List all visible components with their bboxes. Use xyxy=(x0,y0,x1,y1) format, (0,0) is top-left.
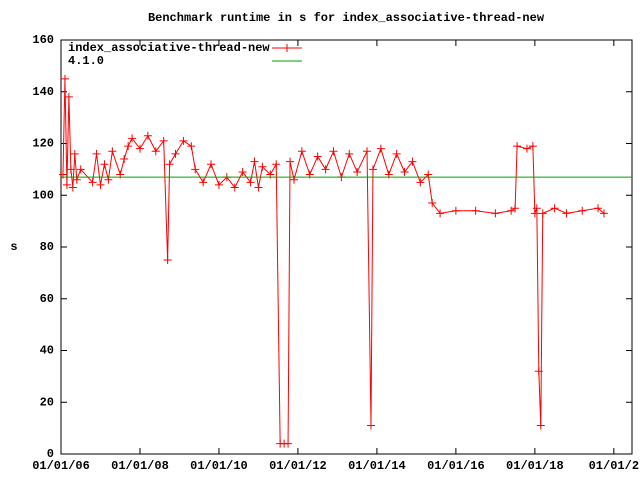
point-marker xyxy=(191,165,200,174)
point-marker xyxy=(76,165,85,174)
point-marker xyxy=(594,204,603,213)
point-marker xyxy=(562,209,571,218)
x-tick-label: 01/01/06 xyxy=(32,459,90,473)
point-marker xyxy=(64,92,73,101)
y-tick-label: 20 xyxy=(40,395,54,409)
x-tick-label: 01/01/08 xyxy=(111,459,169,473)
x-tick-label: 01/01/16 xyxy=(427,459,485,473)
point-marker xyxy=(436,209,445,218)
point-marker xyxy=(578,206,587,215)
point-marker xyxy=(522,144,531,153)
y-tick-label: 160 xyxy=(32,33,54,47)
x-tick-label: 01/01/12 xyxy=(269,459,327,473)
point-marker xyxy=(230,183,239,192)
point-marker xyxy=(100,160,109,169)
point-marker xyxy=(284,439,293,448)
point-marker xyxy=(513,142,522,151)
point-marker xyxy=(214,180,223,189)
point-marker xyxy=(88,178,97,187)
point-marker xyxy=(286,157,295,166)
point-marker xyxy=(163,255,172,264)
point-marker xyxy=(246,178,255,187)
point-marker xyxy=(451,206,460,215)
point-marker xyxy=(297,147,306,156)
point-marker xyxy=(62,180,71,189)
point-marker xyxy=(254,183,263,192)
legend-label: index_associative-thread-new xyxy=(68,41,270,55)
point-marker xyxy=(250,157,259,166)
point-marker xyxy=(135,144,144,153)
point-marker xyxy=(313,152,322,161)
point-marker xyxy=(143,131,152,140)
point-marker xyxy=(60,74,69,83)
point-marker xyxy=(534,367,543,376)
point-marker xyxy=(258,162,267,171)
point-marker xyxy=(128,134,137,143)
y-tick-label: 40 xyxy=(40,344,54,358)
y-tick-label: 120 xyxy=(32,137,54,151)
x-tick-label: 01/01/18 xyxy=(506,459,564,473)
y-tick-label: 100 xyxy=(32,188,54,202)
x-tick-label: 01/01/2 xyxy=(589,459,639,473)
y-axis-label: s xyxy=(10,240,17,254)
point-marker xyxy=(491,209,500,218)
y-tick-label: 140 xyxy=(32,85,54,99)
point-marker xyxy=(538,209,547,218)
point-marker xyxy=(159,136,168,145)
point-marker xyxy=(70,149,79,158)
legend-label: 4.1.0 xyxy=(68,54,104,68)
point-marker xyxy=(530,209,539,218)
point-marker xyxy=(528,142,537,151)
point-marker xyxy=(363,147,372,156)
point-marker xyxy=(511,204,520,213)
y-tick-label: 60 xyxy=(40,292,54,306)
point-marker xyxy=(124,142,133,151)
point-marker xyxy=(321,165,330,174)
point-marker xyxy=(532,204,541,213)
point-marker xyxy=(392,149,401,158)
x-tick-label: 01/01/10 xyxy=(190,459,248,473)
point-marker xyxy=(179,136,188,145)
point-marker xyxy=(536,421,545,430)
point-marker xyxy=(66,165,75,174)
point-marker xyxy=(187,142,196,151)
x-tick-label: 01/01/14 xyxy=(348,459,406,473)
point-marker xyxy=(207,160,216,169)
point-marker xyxy=(368,165,377,174)
point-marker xyxy=(416,178,425,187)
point-marker xyxy=(96,180,105,189)
point-marker xyxy=(550,204,559,213)
point-marker xyxy=(108,147,117,156)
point-marker xyxy=(376,144,385,153)
y-tick-label: 80 xyxy=(40,240,54,254)
point-marker xyxy=(366,421,375,430)
point-marker xyxy=(272,160,281,169)
point-marker xyxy=(165,160,174,169)
point-marker xyxy=(353,167,362,176)
point-marker xyxy=(471,206,480,215)
point-marker xyxy=(238,167,247,176)
point-marker xyxy=(199,178,208,187)
y-tick-label: 0 xyxy=(47,447,54,461)
point-marker xyxy=(329,147,338,156)
point-marker xyxy=(92,149,101,158)
point-marker xyxy=(428,199,437,208)
point-marker xyxy=(171,149,180,158)
chart-title: Benchmark runtime in s for index_associa… xyxy=(148,11,545,25)
legend-marker xyxy=(283,44,291,52)
point-marker xyxy=(68,183,77,192)
point-marker xyxy=(345,149,354,158)
point-marker xyxy=(599,209,608,218)
point-marker xyxy=(120,155,129,164)
point-marker xyxy=(400,167,409,176)
point-marker xyxy=(151,147,160,156)
point-marker xyxy=(408,157,417,166)
